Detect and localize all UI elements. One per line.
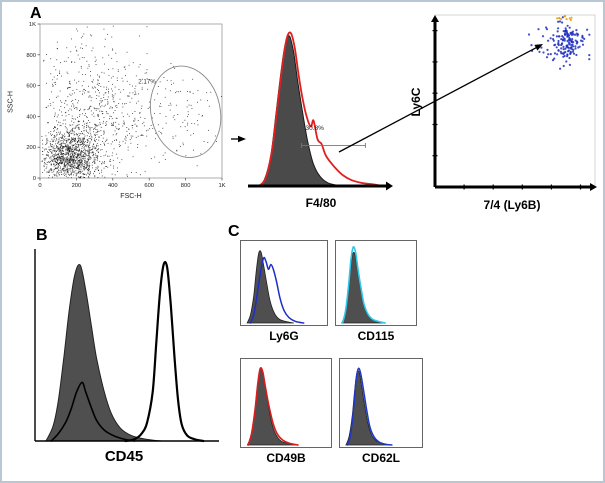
cd62l-histogram	[339, 358, 423, 448]
svg-text:800: 800	[181, 183, 191, 189]
panel-a-label: A	[30, 5, 42, 22]
cd49b-axis-label: CD49B	[266, 451, 306, 465]
cd115-axis-label: CD115	[357, 329, 395, 343]
svg-text:1K: 1K	[218, 183, 225, 189]
svg-text:200: 200	[72, 183, 82, 189]
fsc-ssc-scatter-plot: 0 200 400 600 800 1K 0 200 400 600 800 1K 2.17%	[14, 18, 228, 192]
ly6g-histogram	[240, 240, 328, 326]
svg-text:30.8%: 30.8%	[306, 125, 325, 132]
ly6c-axis-label: Ly6C	[409, 87, 423, 117]
svg-text:400: 400	[26, 114, 36, 120]
cd45-axis-label: CD45	[104, 448, 144, 465]
svg-text:800: 800	[26, 53, 36, 59]
svg-text:0: 0	[33, 176, 36, 182]
cd49b-histogram	[240, 358, 332, 448]
svg-text:200: 200	[26, 145, 36, 151]
f480-histogram: 30.8%	[248, 26, 394, 194]
cd115-histogram	[335, 240, 417, 326]
svg-text:2.17%: 2.17%	[138, 78, 156, 85]
panel-c-label: C	[228, 223, 240, 240]
cd45-histogram	[28, 246, 220, 446]
svg-text:0: 0	[38, 183, 41, 189]
ly6g-axis-label: Ly6G	[269, 329, 299, 343]
svg-text:600: 600	[144, 183, 154, 189]
panel-b-label: B	[36, 227, 48, 244]
cd62l-axis-label: CD62L	[361, 451, 400, 465]
ly6c-ly6b-dot-plot	[426, 12, 598, 196]
ly6b-axis-label: 7/4 (Ly6B)	[483, 198, 541, 212]
svg-text:600: 600	[26, 84, 36, 90]
fsc-axis-label: FSC-H	[120, 193, 142, 200]
svg-text:1K: 1K	[29, 22, 36, 28]
svg-text:400: 400	[108, 183, 118, 189]
f480-axis-label: F4/80	[305, 196, 337, 210]
